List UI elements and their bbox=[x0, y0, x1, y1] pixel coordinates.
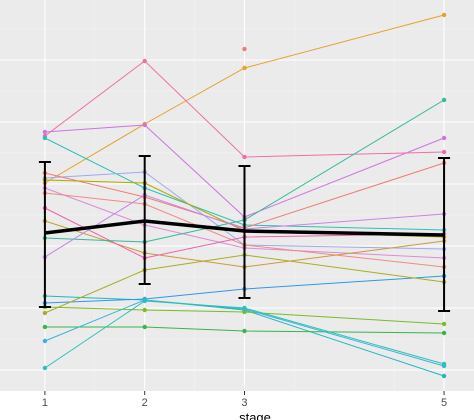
series-point-16 bbox=[142, 298, 147, 304]
x-axis: 1 2 3 5 bbox=[42, 391, 447, 409]
series-point-13 bbox=[142, 307, 147, 313]
series-line-12 bbox=[44, 254, 445, 314]
mean-line bbox=[44, 219, 445, 237]
series-line-14 bbox=[44, 326, 445, 334]
series-point-14 bbox=[42, 324, 48, 330]
series-line-1 bbox=[44, 14, 445, 184]
series-point-19 bbox=[441, 97, 447, 103]
series-line-16 bbox=[44, 300, 445, 369]
series-line-18 bbox=[44, 207, 445, 259]
x-tick-label: 3 bbox=[241, 397, 247, 409]
extra-point-1 bbox=[242, 46, 247, 52]
x-axis-title: stage bbox=[239, 410, 271, 420]
series-point-1 bbox=[242, 65, 247, 71]
series-line-5 bbox=[44, 171, 445, 250]
series-point-3 bbox=[441, 135, 447, 141]
x-tick-label: 1 bbox=[42, 397, 48, 409]
series-point-2 bbox=[441, 149, 447, 155]
series-point-13 bbox=[441, 321, 447, 327]
series-line-3 bbox=[44, 124, 445, 218]
series-point-10 bbox=[441, 373, 447, 379]
series-point-15 bbox=[42, 338, 48, 344]
x-tick-label: 5 bbox=[441, 397, 447, 409]
series-point-2 bbox=[142, 58, 147, 64]
series-layer bbox=[42, 12, 447, 379]
series-line-17 bbox=[44, 220, 445, 268]
x-tick-label: 2 bbox=[142, 397, 148, 409]
plot-panel bbox=[0, 0, 474, 391]
series-line-19 bbox=[44, 99, 445, 243]
series-point-16 bbox=[42, 365, 48, 371]
series-point-3 bbox=[42, 129, 48, 135]
series-point-16 bbox=[242, 305, 247, 311]
series-point-16 bbox=[441, 361, 447, 367]
series-point-14 bbox=[242, 328, 247, 334]
series-point-12 bbox=[42, 310, 48, 316]
series-point-2 bbox=[242, 154, 247, 160]
series-point-14 bbox=[441, 330, 447, 336]
series-line-11 bbox=[44, 275, 445, 304]
series-point-4 bbox=[42, 135, 48, 141]
series-line-13 bbox=[44, 306, 445, 325]
series-point-14 bbox=[142, 324, 147, 330]
grid-lines bbox=[0, 0, 474, 391]
series-line-8 bbox=[44, 187, 445, 259]
series-point-1 bbox=[441, 12, 447, 18]
series-point-3 bbox=[142, 122, 147, 128]
mean-layer bbox=[38, 155, 451, 312]
series-line-2 bbox=[44, 60, 445, 158]
